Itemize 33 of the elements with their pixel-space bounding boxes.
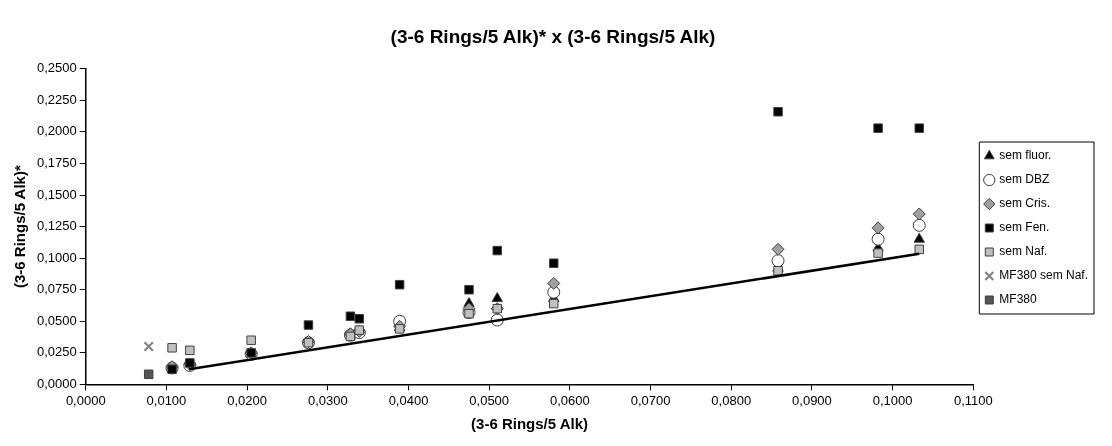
y-tick-label: 0,0500: [37, 312, 77, 328]
x-tick-label: 0,0900: [792, 392, 832, 408]
chart-title: (3-6 Rings/5 Alk)* x (3-6 Rings/5 Alk): [390, 25, 716, 47]
x-tick-label: 0,0300: [307, 392, 348, 408]
y-tick-label: 0,1250: [37, 218, 77, 234]
x-tick-label: 0,1000: [872, 392, 913, 408]
x-tick-label: 0,1100: [953, 392, 993, 408]
y-tick-label: 0,1750: [37, 155, 77, 171]
legend-label: sem Naf.: [999, 244, 1048, 259]
y-axis-title: (3-6 Rings/5 Alk)*: [11, 165, 29, 289]
legend-label: sem Cris.: [999, 196, 1050, 211]
y-tick-label: 0,1000: [37, 249, 77, 265]
x-tick-label: 0,0200: [227, 392, 268, 408]
y-tick-label: 0,0000: [37, 375, 77, 391]
legend-label: sem DBZ: [999, 172, 1050, 187]
legend-label: MF380: [999, 292, 1037, 307]
legend-label: sem Fen.: [999, 220, 1050, 235]
x-tick-label: 0,0700: [630, 392, 671, 408]
y-tick-label: 0,0750: [37, 281, 77, 297]
x-tick-label: 0,0000: [65, 392, 106, 408]
legend-label: MF380 sem Naf.: [999, 268, 1089, 283]
y-tick-label: 0,2500: [37, 60, 77, 76]
x-tick-label: 0,0400: [388, 392, 429, 408]
y-tick-label: 0,2000: [37, 123, 77, 139]
x-tick-label: 0,0600: [549, 392, 590, 408]
y-tick-label: 0,2250: [37, 91, 77, 107]
y-tick-label: 0,1500: [37, 186, 77, 202]
x-tick-label: 0,0800: [711, 392, 752, 408]
x-tick-label: 0,0500: [469, 392, 510, 408]
x-tick-label: 0,0100: [146, 392, 187, 408]
x-axis-title: (3-6 Rings/5 Alk): [471, 415, 589, 433]
legend-label: sem fluor.: [999, 148, 1052, 163]
y-tick-label: 0,0250: [37, 344, 77, 360]
